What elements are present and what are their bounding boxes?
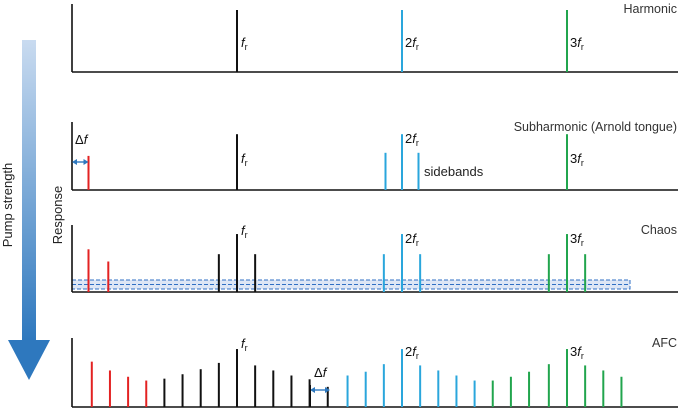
label-2fr-subscript: r [416, 138, 419, 148]
label-2fr-coef: 2 [405, 35, 412, 50]
label-3fr-subscript: r [581, 351, 584, 361]
label-2fr-symbol: f [412, 344, 417, 359]
label-3fr-symbol: f [577, 35, 582, 50]
label-fr-subscript: r [245, 343, 248, 353]
label-2fr-symbol: f [412, 131, 417, 146]
label-2fr: 2fr [405, 35, 419, 52]
label-fr-subscript: r [245, 42, 248, 52]
label-3fr-symbol: f [577, 231, 582, 246]
label-fr: fr [241, 336, 248, 353]
label-fr-symbol: f [241, 336, 246, 351]
label-3fr-subscript: r [581, 158, 584, 168]
label-3fr: 3fr [570, 151, 584, 168]
label-2fr: 2fr [405, 231, 419, 248]
label-2fr-subscript: r [416, 351, 419, 361]
label-3fr: 3fr [570, 35, 584, 52]
sidebands-label: sidebands [424, 164, 484, 179]
label-3fr-subscript: r [581, 238, 584, 248]
label-2fr-coef: 2 [405, 344, 412, 359]
delta-f-label: Δf [314, 365, 328, 380]
label-3fr-coef: 3 [570, 35, 577, 50]
label-3fr-symbol: f [577, 344, 582, 359]
pump-strength-arrow [8, 40, 50, 380]
label-fr-symbol: f [241, 223, 246, 238]
response-axis-label: Response [50, 186, 65, 245]
label-fr: fr [241, 151, 248, 168]
label-fr-subscript: r [245, 230, 248, 240]
label-3fr-symbol: f [577, 151, 582, 166]
label-2fr-subscript: r [416, 238, 419, 248]
panel-title: Harmonic [624, 2, 678, 16]
panel-title: Chaos [641, 223, 677, 237]
label-2fr-subscript: r [416, 42, 419, 52]
label-3fr: 3fr [570, 231, 584, 248]
label-2fr: 2fr [405, 344, 419, 361]
label-3fr-coef: 3 [570, 344, 577, 359]
label-3fr-subscript: r [581, 42, 584, 52]
label-2fr-coef: 2 [405, 231, 412, 246]
noise-floor-band [71, 279, 631, 290]
label-2fr: 2fr [405, 131, 419, 148]
label-3fr: 3fr [570, 344, 584, 361]
label-fr-symbol: f [241, 151, 246, 166]
label-2fr-coef: 2 [405, 131, 412, 146]
panel-title: AFC [652, 336, 677, 350]
panel-subharmonic: Subharmonic (Arnold tongue)fr2fr3frsideb… [71, 120, 678, 191]
label-fr: fr [241, 223, 248, 240]
label-3fr-coef: 3 [570, 151, 577, 166]
label-2fr-symbol: f [412, 35, 417, 50]
pump-strength-label: Pump strength [0, 163, 15, 248]
delta-f-label: Δf [75, 132, 89, 147]
delta-f-marker: Δf [309, 365, 330, 407]
label-2fr-symbol: f [412, 231, 417, 246]
delta-f-marker: Δf [72, 132, 89, 165]
label-3fr-coef: 3 [570, 231, 577, 246]
label-fr-subscript: r [245, 158, 248, 168]
label-fr-symbol: f [241, 35, 246, 50]
label-fr: fr [241, 35, 248, 52]
panel-title: Subharmonic (Arnold tongue) [514, 120, 677, 134]
